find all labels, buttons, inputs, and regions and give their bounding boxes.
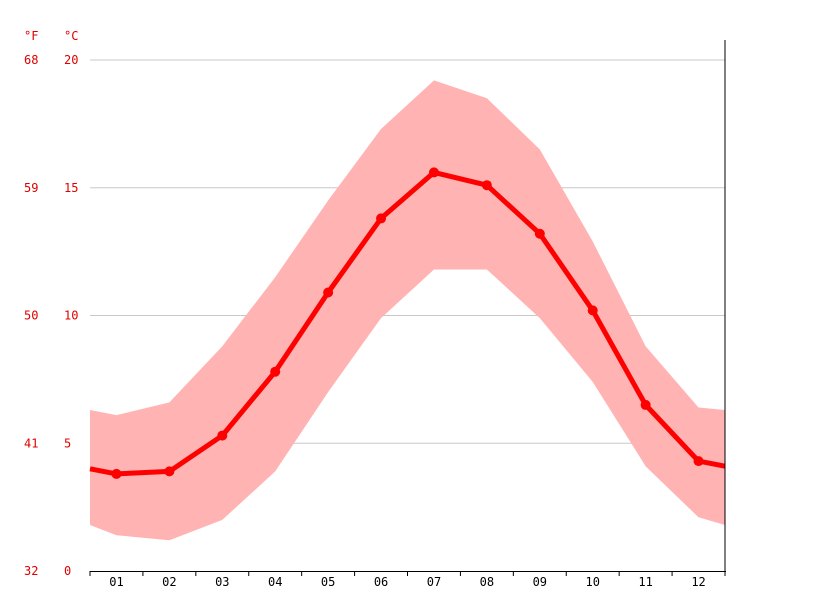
y-tick-label-f: 41 (24, 436, 38, 450)
mean-point (481, 180, 492, 191)
x-tick-label: 01 (109, 575, 123, 589)
y-tick-label-f: 59 (24, 181, 38, 195)
x-tick-label: 12 (691, 575, 705, 589)
mean-point (376, 213, 387, 224)
mean-point (640, 399, 651, 410)
temperature-range-band (90, 80, 725, 541)
y-tick-label-f: 50 (24, 309, 38, 323)
y-tick-label-f: 68 (24, 53, 38, 67)
y-tick-label-c: 10 (64, 309, 78, 323)
mean-point (111, 468, 122, 479)
mean-temperature-line (89, 169, 726, 477)
mean-point (428, 167, 439, 178)
mean-point (217, 430, 228, 441)
x-tick-label: 02 (162, 575, 176, 589)
mean-point (587, 305, 598, 316)
mean-point (534, 228, 545, 239)
x-tick-label: 09 (533, 575, 547, 589)
x-tick-label: 08 (480, 575, 494, 589)
y-tick-label-f: 32 (24, 564, 38, 578)
mean-point (693, 456, 704, 467)
mean-point (164, 466, 175, 477)
y-tick-label-c: 15 (64, 181, 78, 195)
mean-point (270, 366, 281, 377)
mean-point (323, 287, 334, 298)
x-tick-label: 03 (215, 575, 229, 589)
y-tick-label-c: 0 (64, 564, 71, 578)
y-tick-label-c: 20 (64, 53, 78, 67)
mean-temperature-points (111, 167, 704, 479)
x-tick-label: 05 (321, 575, 335, 589)
y-axis-labels: 32 0 41 5 50 10 59 15 68 20 (24, 53, 78, 578)
x-axis-labels: 01 02 03 04 05 06 07 08 09 10 11 12 (109, 575, 706, 589)
x-tick-label: 06 (374, 575, 388, 589)
x-tick-label: 10 (585, 575, 599, 589)
unit-f-label: °F (24, 29, 38, 43)
y-tick-label-c: 5 (64, 436, 71, 450)
x-axis-ticks (89, 571, 726, 576)
x-tick-label: 11 (638, 575, 652, 589)
x-tick-label: 07 (427, 575, 441, 589)
x-tick-label: 04 (268, 575, 282, 589)
unit-c-label: °C (64, 29, 78, 43)
